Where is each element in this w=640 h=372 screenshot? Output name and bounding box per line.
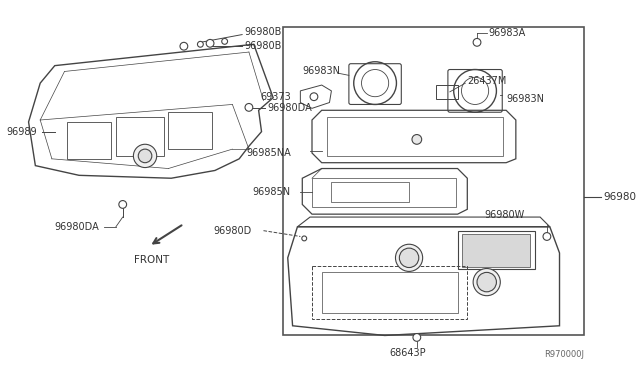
Bar: [283, 27, 584, 336]
Bar: [116, 117, 164, 156]
Circle shape: [396, 244, 422, 272]
Text: 96980D: 96980D: [213, 226, 252, 235]
Text: 96985NA: 96985NA: [246, 148, 291, 158]
Circle shape: [399, 248, 419, 267]
Bar: [458, 231, 535, 269]
Circle shape: [245, 103, 253, 111]
Text: 96980DA: 96980DA: [55, 222, 100, 232]
Text: FRONT: FRONT: [134, 255, 170, 265]
Text: 96980B: 96980B: [244, 27, 282, 37]
Text: 96989: 96989: [6, 126, 37, 137]
Circle shape: [138, 149, 152, 163]
Bar: [67, 122, 111, 159]
Bar: [436, 85, 458, 99]
Bar: [312, 266, 467, 319]
Bar: [168, 112, 212, 149]
Circle shape: [180, 42, 188, 50]
Circle shape: [473, 269, 500, 296]
Circle shape: [412, 135, 422, 144]
Circle shape: [119, 201, 127, 208]
Text: 96983A: 96983A: [489, 28, 526, 38]
Bar: [463, 234, 531, 267]
Circle shape: [473, 38, 481, 46]
Circle shape: [198, 41, 204, 47]
Bar: [322, 272, 458, 313]
Text: 26437M: 26437M: [467, 76, 507, 86]
Text: 69373: 69373: [260, 92, 291, 102]
Circle shape: [310, 93, 318, 100]
Text: 68643P: 68643P: [390, 348, 426, 358]
Text: 96980W: 96980W: [484, 210, 525, 220]
Circle shape: [302, 236, 307, 241]
Text: 96983N: 96983N: [302, 67, 340, 77]
Circle shape: [477, 272, 497, 292]
Text: R970000J: R970000J: [544, 350, 584, 359]
Circle shape: [221, 38, 228, 44]
Text: 96980DA: 96980DA: [268, 103, 312, 113]
Circle shape: [206, 39, 214, 47]
Text: 96980: 96980: [603, 192, 636, 202]
Bar: [312, 178, 456, 207]
Text: 96980B: 96980B: [244, 41, 282, 51]
Circle shape: [413, 334, 420, 341]
Circle shape: [543, 232, 551, 240]
Circle shape: [133, 144, 157, 167]
Text: 96983N: 96983N: [506, 94, 544, 104]
Bar: [326, 117, 503, 156]
Bar: [332, 182, 409, 202]
Text: 96985N: 96985N: [253, 187, 291, 197]
